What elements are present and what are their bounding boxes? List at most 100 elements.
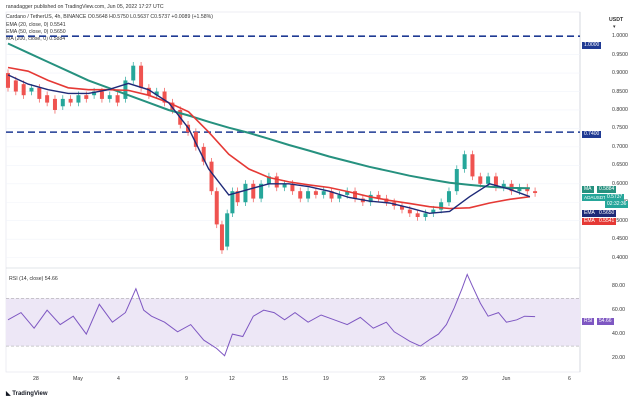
time-tick-label: 12 [229, 376, 235, 382]
level-0-tag: 0.7400 [582, 131, 602, 138]
candle [423, 213, 428, 218]
time-tick-label: 4 [117, 376, 120, 382]
ema50-legend: EMA (50, close, 0) 0.5650 [6, 29, 66, 35]
ema20-line [7, 74, 531, 215]
candle [214, 191, 219, 225]
candle [92, 91, 97, 96]
price-tick-label: 0.4500 [612, 236, 628, 243]
ma200-tag-label: MA [582, 186, 594, 193]
symbol-line: Cardano / TetherUS, 4h, BINANCE O0.5648 … [6, 14, 213, 20]
ema20-tag-label: EMA [582, 210, 597, 217]
price-tick-label: 0.7000 [612, 143, 628, 150]
price-tick-label: 0.7500 [612, 125, 628, 132]
price-tick-label: 1.0000 [612, 33, 628, 40]
price-tick-label: 0.8500 [612, 88, 628, 95]
currency-label: USDT [609, 17, 624, 23]
currency-dropdown-icon[interactable]: ▾ [613, 24, 616, 30]
candle [76, 95, 81, 103]
ticker-label: ADAUSDT [582, 194, 608, 201]
candle [282, 183, 287, 188]
time-tick-label: 26 [420, 376, 426, 382]
candle [431, 209, 436, 214]
candle [84, 95, 89, 99]
price-tick-label: 0.9000 [612, 70, 628, 77]
candle [368, 194, 373, 203]
candle [37, 87, 42, 99]
candle [517, 187, 522, 192]
ma200-price-tag: 0.5884 [597, 186, 617, 193]
ticker-countdown: 02:32:36 [605, 201, 629, 208]
ema50-tag-label: EMA [582, 218, 597, 225]
rsi-line [7, 273, 536, 357]
time-tick-label: 9 [185, 376, 188, 382]
time-tick-label: Jun [502, 376, 511, 382]
candle [154, 91, 159, 96]
candle [251, 183, 256, 199]
ma200-line [7, 42, 530, 190]
candle [446, 191, 451, 203]
price-tick-label: 0.4000 [612, 254, 628, 261]
candle [6, 73, 10, 88]
rsi-legend: RSI (14, close) 54.66 [9, 276, 58, 282]
candle [313, 191, 318, 195]
candle [230, 191, 235, 214]
candle [162, 91, 167, 103]
ema50-line [7, 66, 531, 210]
price-tick-label: 0.5000 [612, 217, 628, 224]
candle [219, 224, 224, 251]
candle [243, 183, 248, 203]
rsi-tick-label: 80.00 [612, 283, 625, 290]
candle [193, 132, 198, 147]
rsi-tick-label: 20.00 [612, 355, 625, 362]
candle [225, 213, 230, 247]
tradingview-logo[interactable]: ◣ TradingView [6, 391, 48, 397]
candle [345, 191, 350, 195]
ema50-price-tag: 0.5541 [597, 218, 617, 225]
candle [525, 187, 530, 192]
candle [170, 102, 175, 110]
candle [329, 191, 334, 199]
candle [454, 169, 459, 192]
candle [68, 98, 73, 103]
time-tick-label: 19 [323, 376, 329, 382]
rsi-tick-label: 40.00 [612, 331, 625, 338]
candle [21, 84, 26, 96]
candle [139, 65, 144, 88]
ema20-price-tag: 0.5650 [597, 210, 617, 217]
candle [115, 95, 120, 103]
time-tick-label: 29 [462, 376, 468, 382]
candle [400, 205, 405, 210]
candle [337, 194, 342, 199]
candle [274, 176, 279, 188]
price-tick-label: 0.6000 [612, 180, 628, 187]
price-tick-label: 0.9500 [612, 51, 628, 58]
candle [407, 209, 412, 214]
candle [486, 176, 491, 184]
candle [533, 191, 538, 194]
candle [470, 154, 475, 177]
candle [298, 191, 303, 199]
time-tick-label: May [73, 376, 83, 382]
candle [306, 191, 311, 199]
candle [266, 176, 271, 184]
rsi-band [6, 298, 580, 347]
candle [290, 183, 295, 192]
candle [13, 80, 18, 92]
price-tick-label: 0.6500 [612, 162, 628, 169]
candle [493, 176, 498, 188]
candle [439, 202, 444, 210]
time-tick-label: 15 [282, 376, 288, 382]
rsi-tag-label: RSI [582, 318, 595, 325]
candle [478, 176, 483, 184]
candle [321, 191, 326, 195]
candle [99, 91, 104, 99]
time-tick-label: 6 [568, 376, 571, 382]
ema20-legend: EMA (20, close, 0) 0.5541 [6, 22, 66, 28]
time-tick-label: 23 [379, 376, 385, 382]
candle [146, 87, 151, 96]
candle [462, 154, 467, 170]
candle [501, 183, 506, 188]
candle [235, 191, 240, 203]
price-tick-label: 0.8000 [612, 106, 628, 113]
